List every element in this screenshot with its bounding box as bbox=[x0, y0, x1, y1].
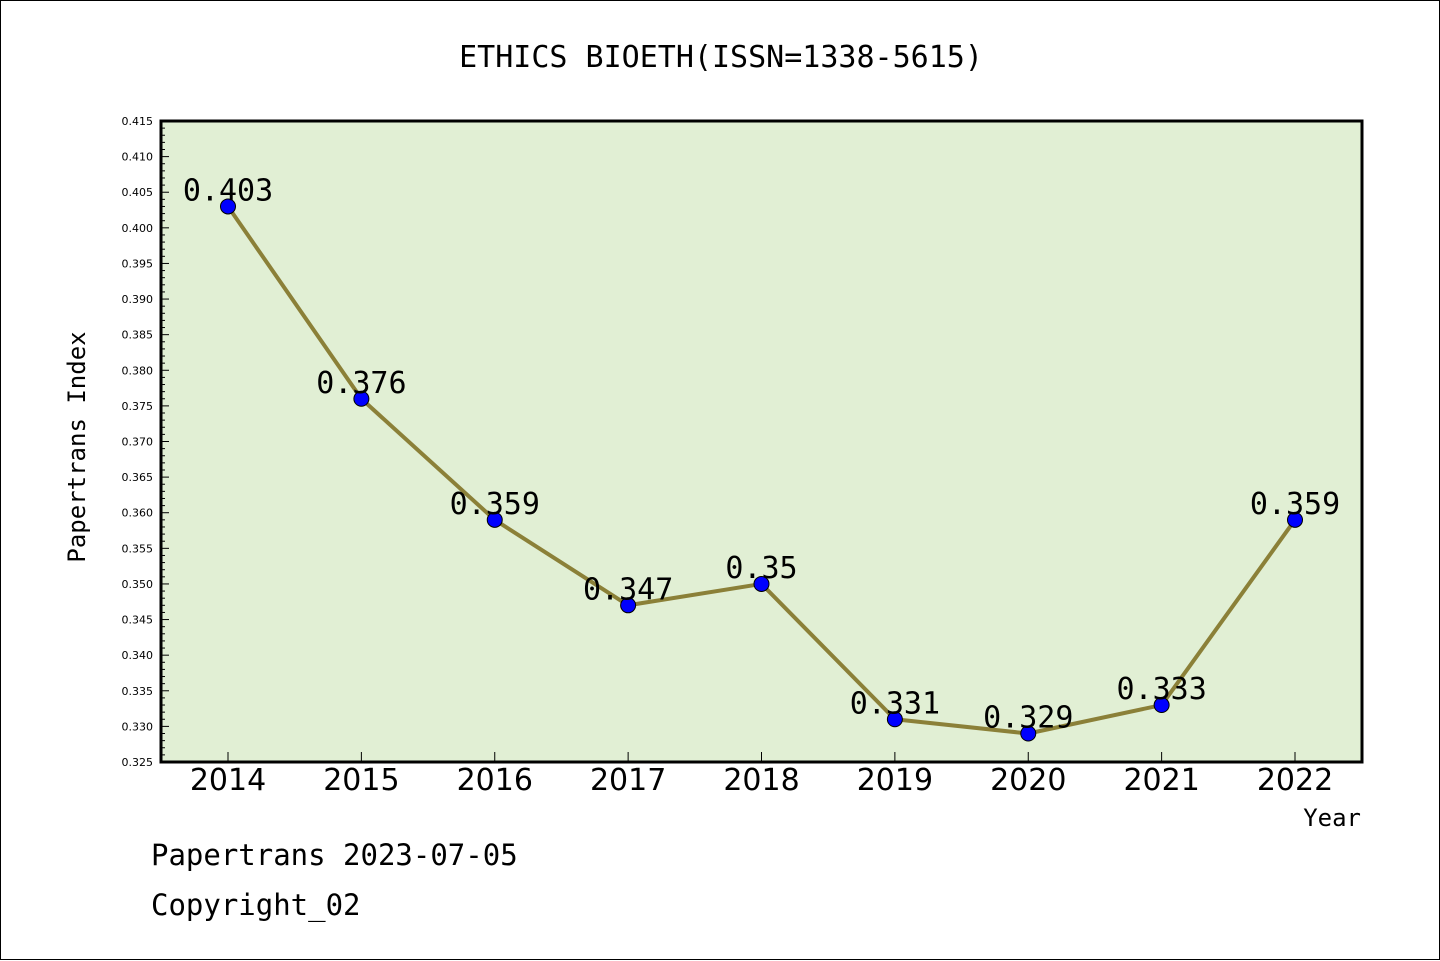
y-axis: 0.325 0.330 0.335 0.340 0.345 0.350 0.355 0.360… bbox=[122, 115, 169, 769]
data-label: 0.35 bbox=[725, 551, 797, 586]
y-tick-label: 0.375 bbox=[122, 400, 154, 413]
x-tick-label: 2017 bbox=[590, 763, 666, 798]
x-axis: 2014 2015 2016 2017 2018 2019 2020 2021 2022 bbox=[190, 752, 1333, 798]
data-label: 0.333 bbox=[1116, 672, 1206, 707]
x-tick-label: 2015 bbox=[323, 763, 399, 798]
data-point bbox=[220, 198, 236, 215]
plot-area bbox=[159, 119, 1364, 764]
x-tick-label: 2014 bbox=[190, 763, 266, 798]
data-point bbox=[353, 390, 370, 407]
chart-title: ETHICS BIOETH(ISSN=1338-5615) bbox=[459, 40, 983, 75]
series-group: 0.403 0.376 0.359 0.347 0.35 0.331 0.329 0.333 0… bbox=[183, 173, 1340, 742]
data-point bbox=[1020, 725, 1037, 742]
footer-date: Papertrans 2023-07-05 bbox=[151, 838, 518, 872]
x-tick-label: 2020 bbox=[990, 763, 1066, 798]
footer-copyright: Copyright_02 bbox=[151, 888, 361, 923]
y-tick-label: 0.350 bbox=[122, 578, 154, 591]
y-tick-label: 0.370 bbox=[122, 436, 154, 449]
x-tick-label: 2022 bbox=[1257, 763, 1333, 798]
y-tick-label: 0.405 bbox=[122, 186, 154, 199]
x-tick-label: 2016 bbox=[457, 763, 533, 798]
y-tick-label: 0.385 bbox=[122, 329, 154, 342]
y-tick-label: 0.360 bbox=[122, 507, 154, 520]
data-point bbox=[486, 511, 503, 528]
y-tick-label: 0.400 bbox=[122, 222, 154, 235]
y-tick-label: 0.335 bbox=[122, 685, 154, 698]
y-tick-label: 0.415 bbox=[122, 115, 154, 128]
data-point bbox=[1153, 697, 1170, 714]
y-tick-label: 0.380 bbox=[122, 364, 154, 377]
y-axis-label: Papertrans Index bbox=[63, 331, 91, 562]
x-tick-label: 2019 bbox=[857, 763, 933, 798]
y-tick-label: 0.395 bbox=[122, 257, 154, 270]
x-axis-label: Year bbox=[1303, 804, 1361, 832]
y-tick-label: 0.410 bbox=[122, 151, 154, 164]
x-tick-label: 2018 bbox=[723, 763, 799, 798]
y-tick-label: 0.345 bbox=[122, 614, 154, 627]
y-tick-label: 0.365 bbox=[122, 471, 154, 484]
data-point bbox=[620, 597, 637, 614]
data-label: 0.376 bbox=[316, 366, 406, 401]
data-label: 0.347 bbox=[583, 572, 673, 607]
data-label: 0.359 bbox=[1250, 487, 1340, 522]
data-label: 0.403 bbox=[183, 173, 273, 208]
x-tick-label: 2021 bbox=[1123, 763, 1199, 798]
data-label: 0.359 bbox=[450, 487, 540, 522]
data-point bbox=[1287, 511, 1303, 528]
data-point bbox=[753, 575, 770, 592]
y-tick-label: 0.325 bbox=[122, 756, 154, 769]
y-tick-label: 0.355 bbox=[122, 542, 154, 555]
y-tick-label: 0.340 bbox=[122, 649, 154, 662]
data-label: 0.331 bbox=[850, 686, 940, 721]
data-point bbox=[886, 711, 903, 728]
y-tick-label: 0.390 bbox=[122, 293, 154, 306]
y-tick-label: 0.330 bbox=[122, 720, 154, 733]
data-label: 0.329 bbox=[983, 701, 1073, 736]
